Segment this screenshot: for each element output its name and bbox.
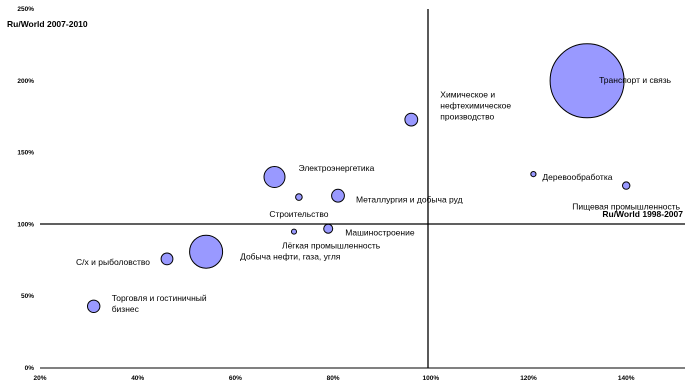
bubble-label-line: Лёгкая промышленность	[282, 241, 381, 251]
bubble-3	[622, 181, 631, 190]
bubble-label-line: нефтехимическое	[440, 101, 511, 111]
bubble-label-line: Торговля и гостиничный	[112, 293, 207, 303]
x-tick-label: 80%	[327, 375, 340, 382]
axes	[40, 9, 685, 369]
bubble-label-11: Торговля и гостиничный бизнес	[112, 293, 207, 314]
bubble-0	[549, 43, 625, 119]
bubble-10	[160, 252, 174, 266]
bubble-7	[323, 223, 334, 234]
x-tick-label: 120%	[520, 375, 537, 382]
y-tick-label: 0%	[25, 365, 35, 372]
bubble-label-line: Химическое и	[440, 90, 495, 100]
bubble-4	[263, 166, 286, 188]
x-tick-label: 140%	[618, 375, 635, 382]
bubble-label-line: Добыча нефти, газа, угля	[240, 252, 341, 262]
bubble-2	[530, 171, 537, 178]
bubble-label-line: Машиностроение	[345, 228, 415, 238]
bubble-6	[331, 188, 345, 203]
bubble-1	[404, 112, 419, 127]
x-axis-title: Ru/World 1998-2007	[602, 209, 683, 219]
x-tick-label: 100%	[422, 375, 439, 382]
bubble-label-3: Пищевая промышленность	[572, 202, 680, 212]
bubble-label-line: С/х и рыболовство	[76, 257, 150, 267]
bubbles	[87, 43, 631, 313]
bubble-label-7: Машиностроение	[345, 228, 415, 238]
bubble-label-5: Строительство	[269, 209, 328, 219]
bubble-label-9: Добыча нефти, газа, угля	[240, 252, 341, 262]
bubble-label-0: Транспорт и связь	[599, 75, 672, 85]
bubble-8	[291, 228, 297, 235]
bubble-label-2: Деревообработка	[542, 172, 612, 182]
y-tick-label: 100%	[17, 221, 34, 228]
bubble-label-line: бизнес	[112, 304, 140, 314]
bubble-11	[87, 299, 101, 313]
bubble-label-line: Транспорт и связь	[599, 75, 672, 85]
bubble-labels: Транспорт и связь Химическое и нефтехимиче…	[76, 75, 681, 314]
bubble-label-4: Электроэнергетика	[299, 163, 375, 173]
bubble-label-6: Металлургия и добыча руд	[356, 195, 463, 205]
y-tick-label: 50%	[21, 293, 34, 300]
bubble-label-8: Лёгкая промышленность	[282, 241, 381, 251]
y-tick-label: 200%	[17, 78, 34, 85]
bubble-label-line: Деревообработка	[542, 172, 612, 182]
bubble-label-line: Строительство	[269, 209, 328, 219]
x-tick-label: 20%	[33, 375, 46, 382]
bubble-label-line: производство	[440, 112, 494, 122]
bubble-label-10: С/х и рыболовство	[76, 257, 150, 267]
bubble-9	[189, 234, 224, 269]
y-tick-label: 150%	[17, 150, 34, 157]
bubble-label-1: Химическое и нефтехимическое производство	[440, 90, 511, 122]
y-tick-label: 250%	[17, 6, 34, 13]
bubble-label-line: Пищевая промышленность	[572, 202, 680, 212]
x-tick-label: 60%	[229, 375, 242, 382]
y-axis-title: Ru/World 2007-2010	[7, 19, 88, 29]
bubble-5	[295, 193, 303, 201]
x-tick-label: 40%	[131, 375, 144, 382]
ticks: 20% 40% 60% 80% 100% 120% 140% 0% 50% 100% 150% 200…	[17, 6, 634, 382]
bubble-label-line: Металлургия и добыча руд	[356, 195, 463, 205]
bubble-label-line: Электроэнергетика	[299, 163, 375, 173]
